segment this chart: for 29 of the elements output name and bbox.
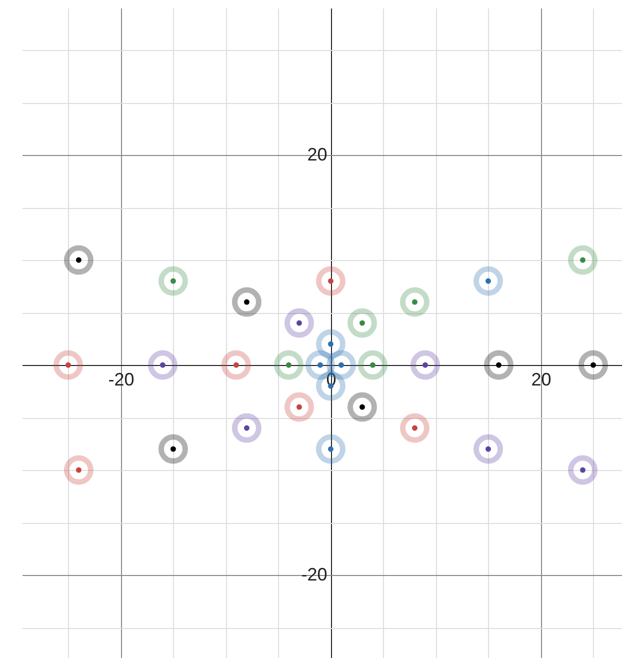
point (232, 413, 262, 443)
point (578, 350, 608, 380)
point (148, 350, 178, 380)
point (400, 287, 430, 317)
point (232, 287, 262, 317)
x-tick-label: 20 (531, 370, 552, 390)
point (410, 350, 440, 380)
point (568, 455, 598, 485)
point (274, 350, 304, 380)
point (484, 350, 514, 380)
point (358, 350, 388, 380)
point (400, 413, 430, 443)
point (158, 266, 188, 296)
point (568, 245, 598, 275)
point (347, 308, 377, 338)
x-tick-label: -20 (108, 370, 134, 390)
point (221, 350, 251, 380)
point (474, 434, 503, 464)
point (284, 308, 314, 338)
point (158, 434, 188, 464)
point (347, 392, 377, 422)
point (64, 245, 94, 275)
point (316, 434, 346, 464)
point (316, 329, 346, 359)
point (316, 266, 346, 296)
point (64, 455, 94, 485)
point (474, 266, 503, 296)
point (53, 350, 83, 380)
point (284, 392, 314, 422)
